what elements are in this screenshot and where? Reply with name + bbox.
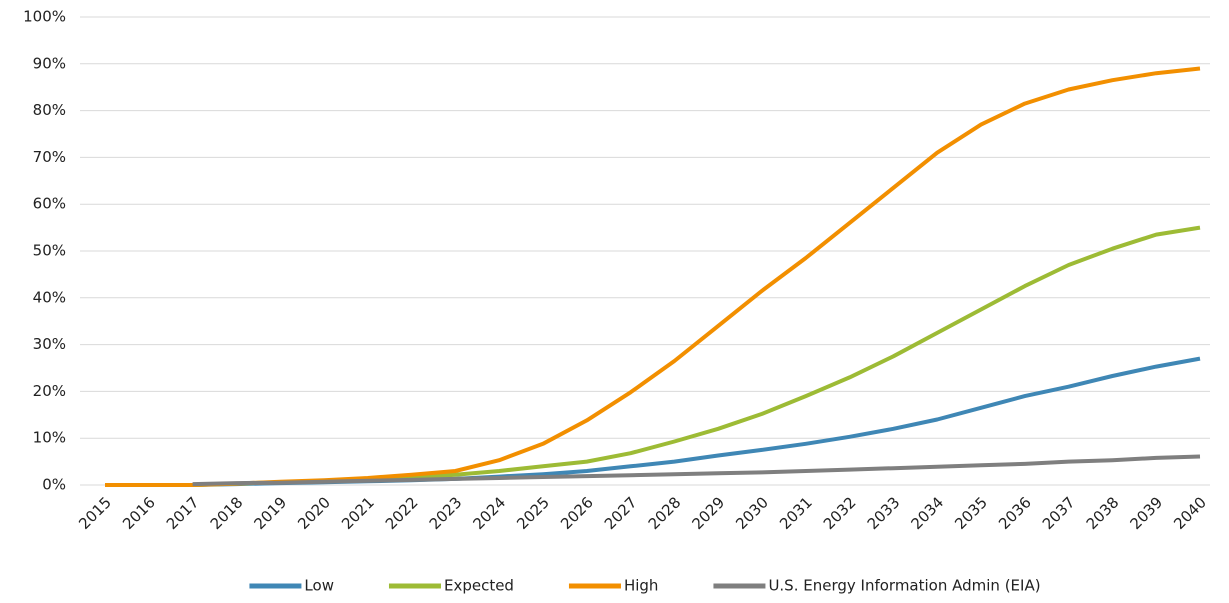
y-tick-label: 60% <box>33 195 66 213</box>
x-tick-label: 2024 <box>469 493 509 533</box>
y-tick-label: 80% <box>33 101 66 119</box>
y-tick-label: 50% <box>33 242 66 260</box>
x-tick-label: 2033 <box>864 493 904 533</box>
x-tick-label: 2027 <box>601 493 641 533</box>
x-tick-label: 2026 <box>557 493 597 533</box>
x-tick-label: 2032 <box>820 493 860 533</box>
x-tick-label: 2035 <box>951 493 991 533</box>
x-tick-label: 2023 <box>426 493 466 533</box>
legend-label: U.S. Energy Information Admin (EIA) <box>768 577 1040 595</box>
y-tick-label: 30% <box>33 335 66 353</box>
y-tick-label: 90% <box>33 54 66 72</box>
x-tick-label: 2030 <box>732 493 772 533</box>
x-tick-label: 2034 <box>907 493 947 533</box>
x-tick-label: 2021 <box>338 493 378 533</box>
x-tick-label: 2018 <box>207 493 247 533</box>
x-tick-label: 2016 <box>119 493 159 533</box>
x-tick-label: 2040 <box>1170 493 1210 533</box>
series-line <box>105 225 1201 487</box>
x-tick-label: 2019 <box>250 493 290 533</box>
y-tick-label: 10% <box>33 429 66 447</box>
x-tick-label: 2015 <box>75 493 115 533</box>
legend-label: Low <box>304 577 334 595</box>
x-tick-label: 2036 <box>995 493 1035 533</box>
x-tick-label: 2037 <box>1039 493 1079 533</box>
x-tick-label: 2022 <box>382 493 422 533</box>
y-tick-label: 100% <box>23 8 66 26</box>
x-tick-label: 2025 <box>513 493 553 533</box>
x-tick-label: 2028 <box>645 493 685 533</box>
x-tick-label: 2020 <box>294 493 334 533</box>
x-tick-label: 2031 <box>776 493 816 533</box>
x-tick-label: 2038 <box>1083 493 1123 533</box>
x-tick-label: 2017 <box>163 493 203 533</box>
series-line <box>192 454 1201 487</box>
y-tick-label: 40% <box>33 288 66 306</box>
y-tick-label: 0% <box>42 476 66 494</box>
x-tick-label: 2029 <box>688 493 728 533</box>
series-line <box>105 66 1201 487</box>
y-tick-label: 70% <box>33 148 66 166</box>
legend-label: High <box>624 577 658 595</box>
y-tick-label: 20% <box>33 382 66 400</box>
legend-label: Expected <box>444 577 514 595</box>
x-tick-label: 2039 <box>1126 493 1166 533</box>
